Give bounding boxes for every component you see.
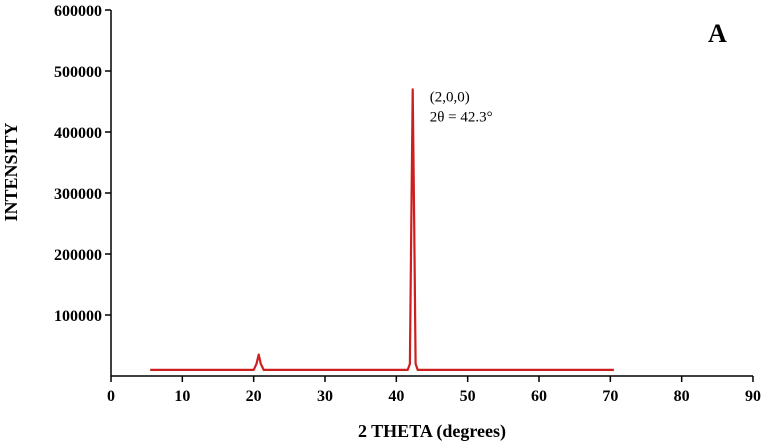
y-tick-label: 200000: [54, 247, 102, 264]
x-tick-label: 60: [531, 388, 547, 405]
y-tick-label: 600000: [54, 3, 102, 20]
peak-annotation: (2,0,0) 2θ = 42.3°: [430, 89, 493, 125]
panel-label: A: [708, 19, 727, 48]
x-tick-label: 10: [174, 388, 190, 405]
annotation-line: 2θ = 42.3°: [430, 109, 493, 125]
y-tick-label: 300000: [54, 186, 102, 203]
annotation-line: (2,0,0): [430, 89, 470, 105]
y-tick-label: 400000: [54, 125, 102, 142]
x-tick-label: 40: [388, 388, 404, 405]
x-ticks: 0 10 20 30 40 50 60 70 80 90: [107, 376, 761, 405]
x-tick-label: 90: [745, 388, 761, 405]
x-tick-label: 80: [674, 388, 690, 405]
y-axis-title: INTENSITY: [1, 122, 21, 221]
y-tick-label: 100000: [54, 308, 102, 325]
x-tick-label: 0: [107, 388, 115, 405]
y-ticks: 100000 200000 300000 400000 500000 600000: [54, 3, 111, 325]
x-tick-label: 50: [460, 388, 476, 405]
axes: [110, 10, 753, 377]
x-tick-label: 30: [317, 388, 333, 405]
x-tick-label: 20: [246, 388, 262, 405]
x-axis-title: 2 THETA (degrees): [358, 421, 506, 442]
series-line: [150, 88, 614, 371]
x-tick-label: 70: [602, 388, 618, 405]
y-tick-label: 500000: [54, 64, 102, 81]
